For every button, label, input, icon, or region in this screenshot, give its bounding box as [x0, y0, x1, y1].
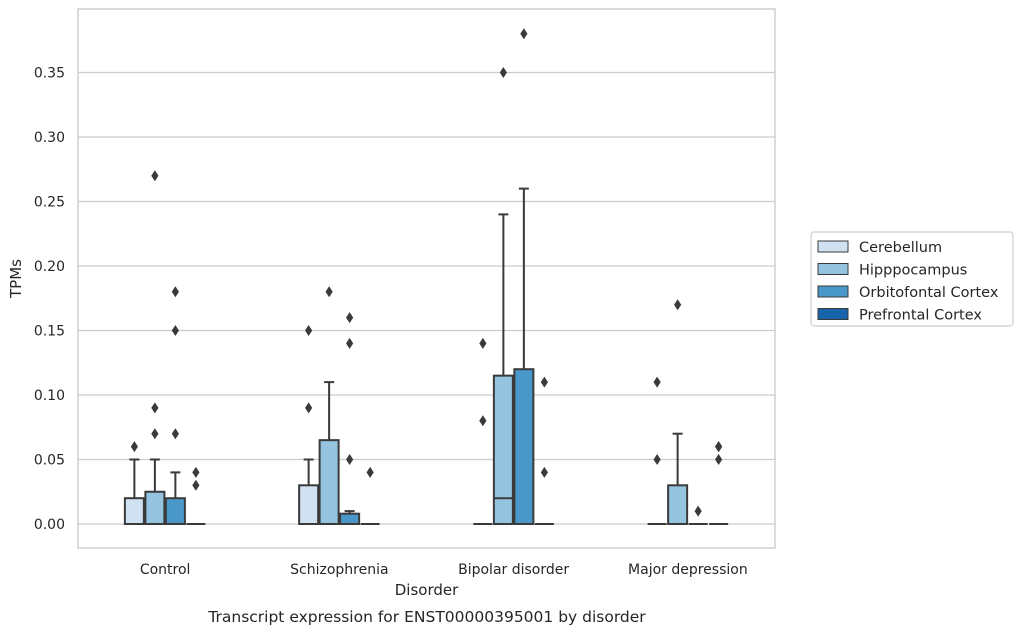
outlier-point [540, 376, 548, 388]
legend: Cerebellum Hipppocampus Orbitofontal Corte… [810, 231, 1014, 327]
box-iqr [492, 374, 514, 525]
outlier-point [171, 325, 179, 336]
box-iqr [298, 484, 320, 525]
outlier-point [715, 441, 723, 453]
legend-swatch [817, 263, 849, 275]
outlier-point [151, 402, 159, 414]
outlier-point [151, 428, 159, 440]
outlier-point [151, 170, 159, 182]
outlier-point [540, 466, 548, 478]
legend-swatch [817, 240, 849, 253]
outlier-point [479, 415, 487, 427]
x-tick-label: Control [140, 562, 191, 578]
outlier-point [715, 454, 723, 465]
y-tick-label: 0.20 [34, 259, 65, 275]
box-iqr [318, 439, 340, 525]
x-axis-title: Disorder [395, 581, 459, 599]
outlier-point [653, 454, 661, 465]
outlier-point [520, 28, 528, 40]
outlier-point [325, 286, 333, 298]
box-iqr [144, 490, 166, 525]
box-orbitofontal-cortex [339, 312, 361, 525]
box-hipppocampus [492, 67, 514, 525]
box-orbitofontal-cortex [688, 505, 708, 525]
y-axis-title: TPMs [7, 259, 25, 299]
outlier-point [346, 337, 354, 349]
outlier-point [305, 325, 313, 336]
y-gridlines [78, 71, 775, 525]
box-cerebellum [473, 337, 493, 525]
outlier-point [674, 299, 682, 311]
outlier-point [694, 505, 702, 517]
box-prefrontal-cortex [709, 441, 729, 525]
box-hipppocampus [667, 299, 689, 525]
y-tick-labels: 0.00 0.05 0.10 0.15 0.20 0.25 0.30 0.35 [34, 66, 65, 534]
box-iqr [667, 484, 689, 525]
box-cerebellum [123, 441, 145, 526]
box-iqr [339, 512, 361, 525]
outlier-point [499, 67, 507, 78]
legend-swatch [817, 285, 849, 298]
y-tick-label: 0.05 [34, 453, 65, 469]
outlier-point [346, 454, 354, 465]
outlier-point [653, 376, 661, 388]
y-tick-label: 0.15 [34, 324, 65, 340]
outlier-point [171, 428, 179, 440]
box-iqr [123, 497, 145, 526]
x-tick-labels: Control Schizophrenia Bipolar disorder Majo… [140, 562, 748, 578]
legend-box [810, 231, 1014, 327]
outlier-point [192, 466, 200, 478]
outlier-point [305, 402, 313, 414]
outlier-point [366, 466, 374, 478]
y-tick-label: 0.35 [34, 66, 65, 82]
outlier-point [192, 479, 200, 491]
box-iqr [164, 497, 186, 526]
outlier-point [130, 441, 138, 453]
y-tick-label: 0.30 [34, 130, 65, 146]
y-tick-label: 0.25 [34, 195, 65, 211]
box-iqr [513, 368, 535, 526]
legend-label: Hipppocampus [859, 263, 967, 279]
box-hipppocampus [144, 170, 166, 525]
y-tick-label: 0.00 [34, 517, 65, 533]
box-groups [123, 28, 729, 526]
box-orbitofontal-cortex [513, 28, 535, 526]
box-hipppocampus [318, 286, 340, 525]
box-cerebellum [298, 325, 320, 525]
y-tick-label: 0.10 [34, 388, 65, 404]
legend-label: Cerebellum [859, 240, 942, 256]
legend-label: Orbitofontal Cortex [859, 285, 999, 301]
outlier-point [171, 286, 179, 298]
outlier-point [346, 312, 354, 324]
x-tick-label: Major depression [628, 562, 748, 578]
legend-swatch [817, 308, 849, 320]
plot-area-frame [77, 8, 776, 549]
box-cerebellum [647, 376, 667, 525]
x-tick-label: Schizophrenia [290, 562, 388, 578]
box-prefrontal-cortex [360, 466, 380, 525]
legend-label: Prefrontal Cortex [859, 308, 982, 324]
chart-caption: Transcript expression for ENST0000039500… [207, 608, 646, 626]
x-tick-label: Bipolar disorder [458, 562, 569, 578]
box-prefrontal-cortex [186, 466, 206, 525]
box-orbitofontal-cortex [164, 286, 186, 526]
box-prefrontal-cortex [534, 376, 554, 525]
outlier-point [479, 337, 487, 349]
